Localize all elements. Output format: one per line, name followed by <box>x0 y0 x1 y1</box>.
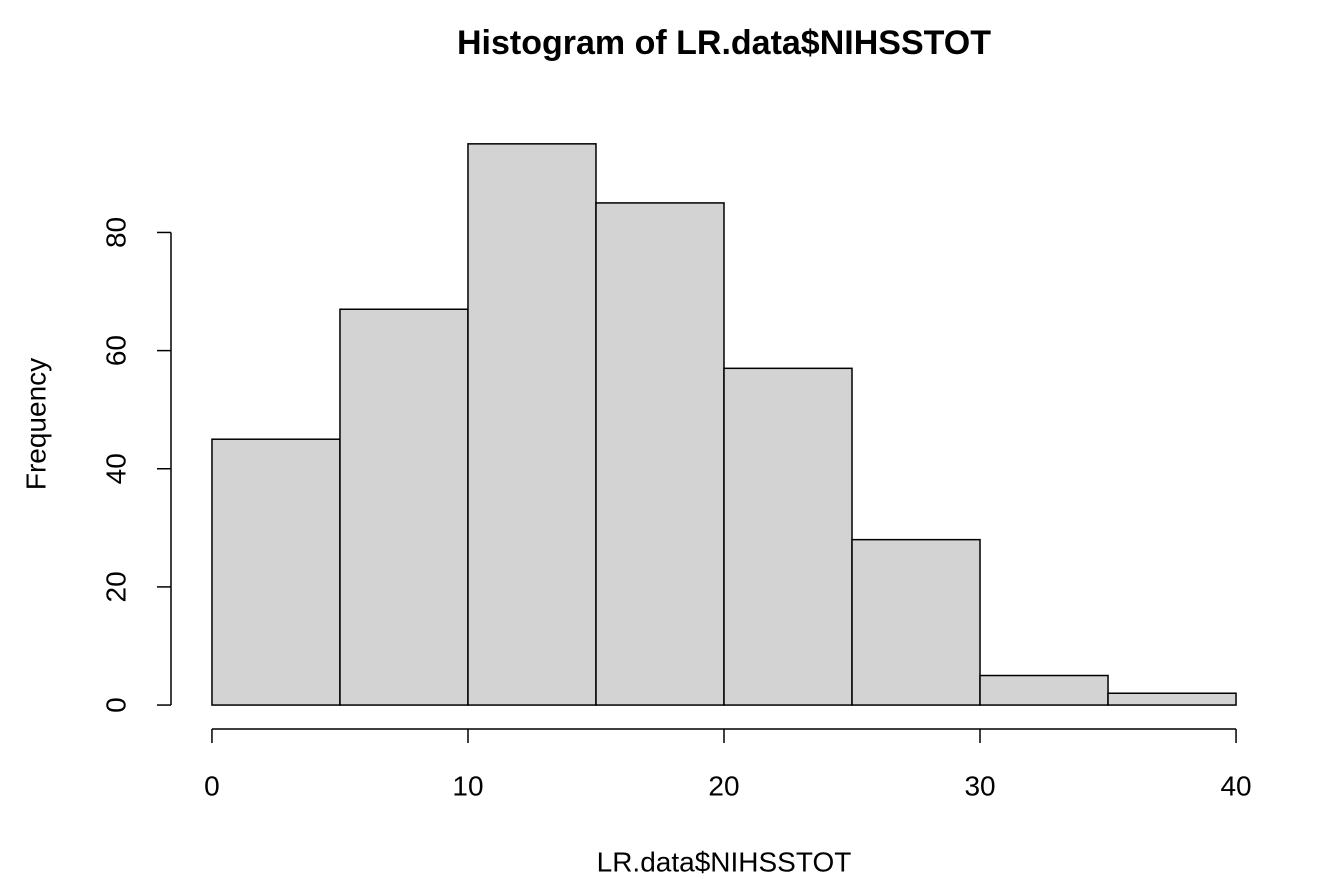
x-tick-label: 30 <box>964 770 995 801</box>
y-tick-label: 40 <box>100 453 131 484</box>
bar <box>595 202 725 706</box>
bar <box>467 143 597 706</box>
bar <box>339 308 469 706</box>
bar <box>851 538 981 706</box>
x-tick-label: 20 <box>708 770 739 801</box>
y-axis-label: Frequency <box>20 358 51 490</box>
y-tick-label: 60 <box>100 335 131 366</box>
y-tick-label: 80 <box>100 217 131 248</box>
bar <box>1107 692 1237 706</box>
chart-title: Histogram of LR.data$NIHSSTOT <box>457 24 991 62</box>
bar <box>979 674 1109 706</box>
x-tick-label: 10 <box>452 770 483 801</box>
bar <box>723 367 853 706</box>
y-tick-label: 0 <box>100 697 131 713</box>
x-tick-label: 0 <box>204 770 220 801</box>
bar <box>211 438 341 706</box>
y-tick-label: 20 <box>100 571 131 602</box>
x-axis-label: LR.data$NIHSSTOT <box>597 846 852 877</box>
x-tick-label: 40 <box>1220 770 1251 801</box>
